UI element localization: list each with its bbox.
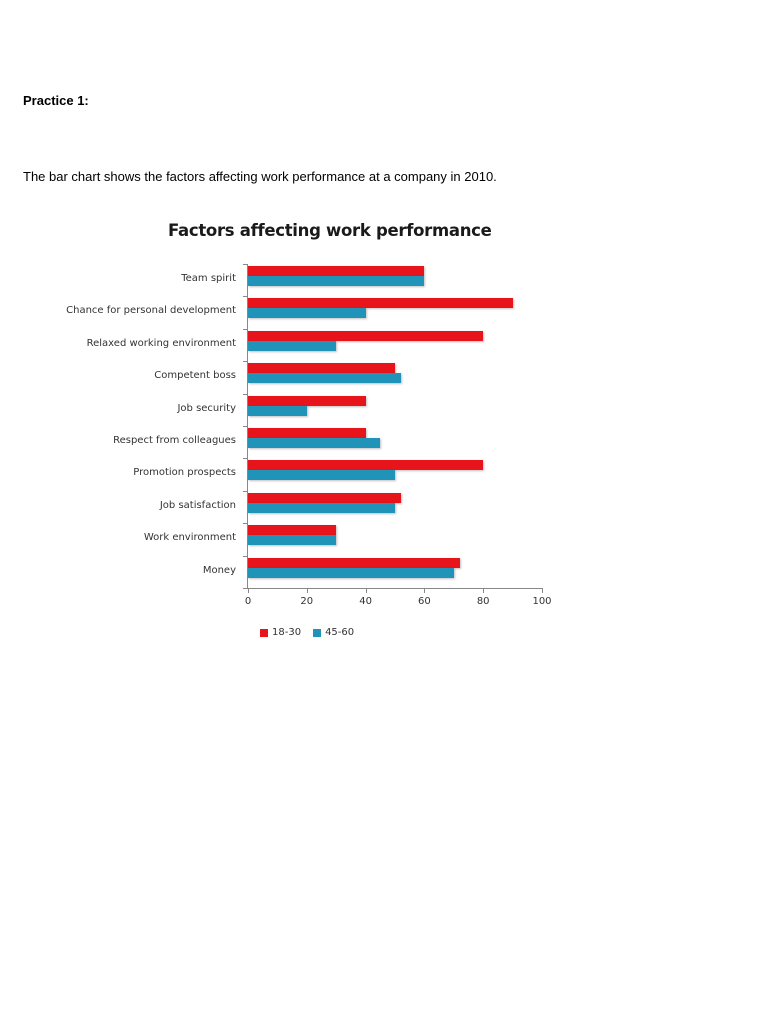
- bar-45-60-2: [248, 340, 337, 351]
- x-tick: [248, 588, 249, 593]
- y-tick: [243, 523, 248, 525]
- category-label: Chance for personal development: [66, 305, 236, 317]
- bar-45-60-5: [248, 438, 381, 448]
- bar-18-30-6: [248, 460, 484, 471]
- bar-45-60-9: [248, 567, 454, 578]
- legend-swatch-45-60: [313, 628, 322, 637]
- x-tick-label: 80: [476, 596, 490, 607]
- x-tick-label: 20: [300, 596, 314, 607]
- bar-18-30-7: [248, 492, 401, 503]
- category-label: Money: [202, 564, 236, 576]
- y-tick: [243, 588, 248, 589]
- y-tick: [243, 296, 248, 298]
- bar-18-30-2: [248, 330, 484, 341]
- legend-label-18-30: 18-30: [272, 627, 302, 638]
- bar-18-30-4: [248, 395, 366, 406]
- y-tick: [243, 328, 248, 330]
- bar-45-60-3: [248, 373, 401, 384]
- practice-heading: Practice 1:: [23, 93, 89, 108]
- bar-45-60-7: [248, 502, 395, 513]
- y-tick: [243, 490, 248, 492]
- y-tick: [243, 264, 248, 265]
- x-tick-label: 0: [244, 596, 252, 607]
- bar-45-60-8: [248, 535, 337, 546]
- x-tick: [542, 588, 543, 593]
- category-label: Respect from colleagues: [113, 435, 236, 446]
- y-tick: [243, 361, 248, 363]
- category-label: Job security: [177, 402, 236, 414]
- category-label: Job satisfaction: [159, 499, 236, 511]
- y-tick: [243, 555, 248, 557]
- bar-45-60-1: [248, 308, 366, 319]
- chart-title: Factors affecting work performance: [168, 221, 492, 240]
- bar-18-30-8: [248, 525, 337, 536]
- bar-18-30-1: [248, 298, 513, 309]
- chart-legend: 18-30 45-60: [260, 627, 354, 638]
- y-tick: [243, 393, 248, 395]
- x-tick: [424, 588, 426, 593]
- category-label: Work environment: [143, 532, 236, 544]
- y-tick: [243, 426, 248, 427]
- category-label: Promotion prospects: [133, 467, 236, 479]
- x-tick: [365, 588, 367, 593]
- legend-swatch-18-30: [260, 628, 268, 637]
- x-tick: [483, 588, 485, 593]
- x-tick-label: 60: [418, 596, 431, 607]
- x-tick: [306, 588, 308, 593]
- x-tick-label: 40: [359, 596, 372, 607]
- bar-18-30-3: [248, 363, 395, 374]
- chart-description: The bar chart shows the factors affectin…: [23, 169, 497, 184]
- x-tick-label: 100: [532, 596, 552, 607]
- bar-18-30-0: [248, 266, 425, 276]
- bar-45-60-0: [248, 276, 425, 286]
- bar-45-60-6: [248, 470, 395, 481]
- category-label: Relaxed working environment: [86, 337, 236, 349]
- x-axis: [247, 588, 543, 589]
- bar-18-30-5: [248, 428, 366, 438]
- legend-label-45-60: 45-60: [325, 627, 355, 638]
- category-label: Team spirit: [181, 273, 236, 284]
- bar-18-30-9: [248, 557, 460, 568]
- bar-45-60-4: [248, 405, 307, 416]
- y-tick: [243, 458, 248, 460]
- category-label: Competent boss: [154, 370, 236, 382]
